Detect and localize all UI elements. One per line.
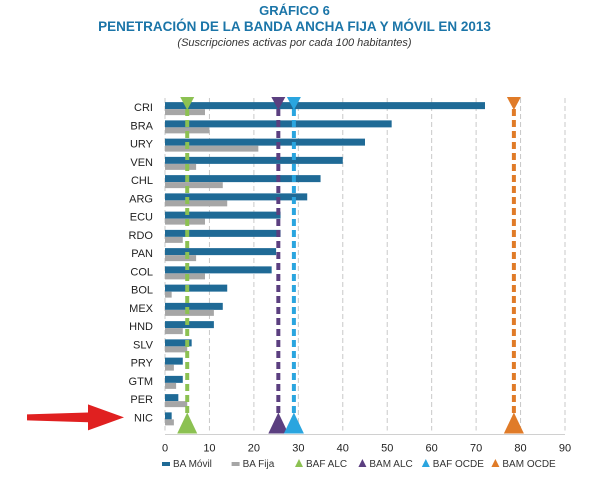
x-tick-label: 50 bbox=[381, 443, 393, 455]
bar-ba-movil bbox=[165, 102, 485, 110]
reference-marker-bottom bbox=[268, 412, 289, 434]
bar-ba-fija bbox=[165, 109, 205, 116]
reference-marker-bottom bbox=[177, 412, 198, 434]
category-label: CHL bbox=[131, 175, 153, 187]
x-tick-label: 60 bbox=[426, 443, 438, 455]
category-label: RDO bbox=[129, 230, 154, 242]
bar-ba-movil bbox=[165, 284, 228, 292]
legend-swatch bbox=[421, 459, 430, 467]
legend-swatch bbox=[162, 462, 170, 466]
bar-ba-fija bbox=[165, 401, 188, 408]
bar-ba-movil bbox=[165, 138, 365, 146]
x-tick-label: 10 bbox=[203, 443, 215, 455]
legend-label: BAM ALC bbox=[369, 459, 412, 470]
bar-ba-movil bbox=[165, 321, 214, 329]
bar-ba-movil bbox=[165, 412, 172, 420]
bar-ba-movil bbox=[165, 175, 321, 183]
chart-title: GRÁFICO 6 bbox=[259, 3, 330, 18]
legend-label: BAF OCDE bbox=[433, 459, 484, 470]
bar-ba-movil bbox=[165, 211, 281, 219]
highlight-arrow-shaft bbox=[27, 412, 92, 423]
bar-ba-fija bbox=[165, 218, 205, 225]
bar-ba-fija bbox=[165, 346, 188, 353]
highlight-arrow bbox=[27, 404, 124, 431]
bar-ba-movil bbox=[165, 193, 308, 201]
reference-marker-bottom bbox=[503, 412, 524, 434]
chart-subtitle: PENETRACIÓN DE LA BANDA ANCHA FIJA Y MÓV… bbox=[98, 19, 491, 34]
x-tick-label: 20 bbox=[248, 443, 260, 455]
x-tick-label: 70 bbox=[470, 443, 482, 455]
bar-ba-movil bbox=[165, 394, 179, 402]
bar-ba-movil bbox=[165, 229, 281, 237]
legend-swatch bbox=[231, 462, 240, 466]
x-tick-label: 30 bbox=[292, 443, 304, 455]
bar-ba-movil bbox=[165, 156, 343, 164]
bar-ba-fija bbox=[165, 364, 174, 371]
reference-marker-bottom bbox=[283, 412, 304, 434]
x-tick-label: 90 bbox=[559, 443, 571, 455]
x-tick-label: 80 bbox=[514, 443, 526, 455]
category-label: ARG bbox=[129, 193, 153, 205]
category-label: BOL bbox=[131, 285, 153, 297]
reference-marker-top bbox=[506, 97, 521, 110]
bar-ba-fija bbox=[165, 309, 214, 316]
bar-ba-movil bbox=[165, 266, 272, 274]
category-label: HND bbox=[129, 321, 153, 333]
category-label: URY bbox=[130, 139, 154, 151]
bar-ba-fija bbox=[165, 291, 172, 298]
category-label: MEX bbox=[129, 303, 154, 315]
reference-marker-top bbox=[286, 97, 301, 110]
category-label: ECU bbox=[130, 212, 153, 224]
chart-note: (Suscripciones activas por cada 100 habi… bbox=[177, 37, 412, 49]
reference-marker-top bbox=[180, 97, 195, 110]
category-label: SLV bbox=[133, 339, 154, 351]
bar-ba-fija bbox=[165, 163, 197, 170]
bar-ba-fija bbox=[165, 382, 177, 389]
bar-ba-fija bbox=[165, 328, 183, 335]
x-tick-label: 0 bbox=[162, 443, 168, 455]
bar-ba-fija bbox=[165, 145, 259, 152]
bar-ba-fija bbox=[165, 182, 223, 189]
legend-swatch bbox=[358, 459, 367, 467]
legend-swatch bbox=[295, 459, 303, 467]
legend-label: BA Fija bbox=[243, 459, 275, 470]
bar-ba-fija bbox=[165, 236, 183, 243]
legend-swatch bbox=[491, 459, 500, 467]
bar-ba-fija bbox=[165, 273, 205, 280]
category-label: GTM bbox=[129, 376, 153, 388]
bar-ba-fija bbox=[165, 127, 210, 134]
bar-ba-movil bbox=[165, 375, 183, 383]
legend-label: BAF ALC bbox=[306, 459, 347, 470]
category-label: VEN bbox=[130, 157, 153, 169]
category-label: BRA bbox=[130, 120, 153, 132]
highlight-arrow-head bbox=[88, 404, 124, 431]
x-tick-label: 40 bbox=[337, 443, 349, 455]
category-label: CRI bbox=[134, 102, 153, 114]
category-label: PAN bbox=[131, 248, 153, 260]
category-label: NIC bbox=[134, 412, 153, 424]
category-label: PRY bbox=[131, 358, 154, 370]
bar-ba-fija bbox=[165, 255, 197, 262]
category-label: PER bbox=[130, 394, 153, 406]
reference-marker-top bbox=[271, 97, 286, 110]
bar-ba-movil bbox=[165, 248, 277, 256]
category-label: COL bbox=[130, 266, 153, 278]
bar-ba-movil bbox=[165, 302, 223, 310]
bar-ba-movil bbox=[165, 357, 183, 365]
bar-ba-fija bbox=[165, 419, 174, 426]
bar-ba-fija bbox=[165, 200, 228, 207]
legend-label: BA Móvil bbox=[173, 459, 212, 470]
bar-ba-movil bbox=[165, 339, 192, 347]
legend-label: BAM OCDE bbox=[502, 459, 556, 470]
